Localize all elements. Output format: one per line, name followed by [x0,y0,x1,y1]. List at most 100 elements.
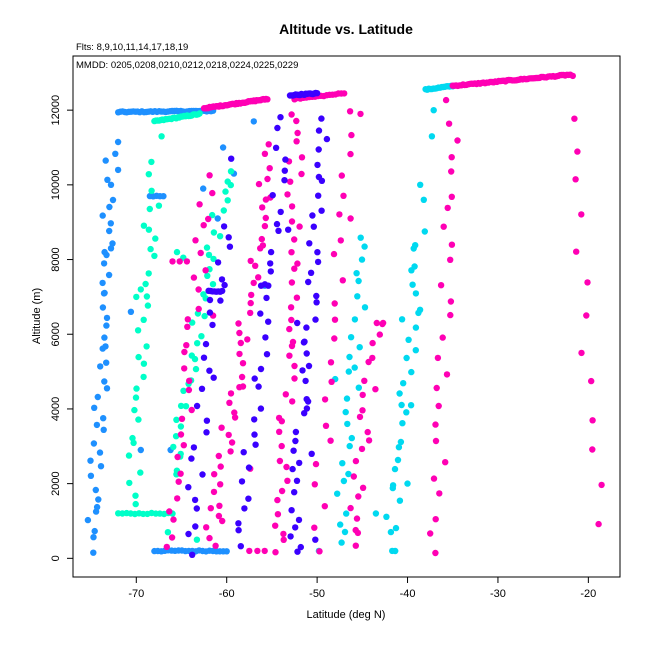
data-point [90,440,98,447]
data-point [101,289,108,297]
data-point [331,300,338,307]
data-point [267,260,274,267]
data-point [99,279,106,287]
data-point [148,187,155,194]
data-point [112,150,119,157]
data-point [448,154,455,161]
data-point [294,548,301,555]
data-point [443,371,451,378]
data-point [257,310,264,317]
data-point [197,249,204,257]
x-tick-label: -70 [128,588,144,600]
data-point [358,256,366,263]
data-point [103,314,111,322]
data-point [282,391,289,398]
data-point [97,463,105,470]
data-point [183,342,190,349]
data-point [92,486,100,494]
x-axis: -70 -60 -50 -40 -30 -20 [128,576,596,600]
data-point [313,90,321,97]
data-point [303,324,310,331]
data-point [216,233,224,240]
data-point [437,282,445,289]
data-point [220,207,227,214]
data-point [348,434,355,442]
data-point [573,248,580,255]
data-point [409,281,416,288]
data-point [343,510,350,517]
data-point [305,362,313,370]
data-point [207,505,214,512]
data-point [291,265,298,272]
data-point [318,115,325,122]
data-point [200,185,207,192]
data-point [155,202,163,209]
data-point [255,274,262,281]
data-point [206,172,213,179]
data-point [292,524,299,531]
data-point [203,429,210,436]
data-point [442,96,450,104]
data-point [313,292,320,300]
y-axis: 0 2000 4000 6000 8000 10000 12000 [50,95,74,561]
data-point [359,484,367,491]
y-tick-label: 10000 [50,170,62,201]
data-point [428,133,436,140]
data-point [283,463,290,471]
data-point [282,156,289,163]
data-point [193,505,200,512]
data-point [214,259,222,266]
data-point [321,396,329,403]
data-point [403,409,410,416]
data-point [436,490,443,497]
data-point [291,362,298,370]
data-point [199,471,206,478]
data-point [257,405,265,412]
data-point [240,449,247,456]
data-point [146,205,153,213]
data-point [289,398,296,405]
data-point [251,416,258,423]
data-point [252,262,259,269]
data-point [288,279,296,286]
data-point [295,516,303,524]
data-point [217,297,224,304]
data-point [100,415,107,422]
data-point [90,534,97,541]
data-point [239,383,247,390]
data-point [235,520,242,527]
data-point [210,374,217,381]
data-point [132,492,139,499]
data-point [87,472,95,479]
data-point [595,520,602,528]
data-point [571,115,578,122]
data-point [350,473,357,480]
data-point [147,245,154,253]
chart-title: Altitude vs. Latitude [279,21,413,37]
data-point [190,274,198,281]
data-point [257,365,265,373]
data-point [137,446,144,454]
data-point [181,348,188,356]
data-point [178,415,186,422]
data-point [206,534,213,542]
data-point [132,394,140,401]
data-point [200,291,207,298]
data-point [209,211,216,219]
data-point [205,251,213,259]
data-point [170,516,177,523]
data-point [96,449,104,456]
data-point [209,189,216,197]
data-point [235,320,242,327]
data-point [221,281,228,289]
data-point [193,536,201,543]
data-point [289,465,296,473]
data-point [299,367,306,374]
data-point [287,533,294,540]
data-point [182,403,190,410]
data-point [306,240,313,247]
data-point [188,406,195,414]
data-point [195,286,202,293]
data-point [369,339,376,347]
